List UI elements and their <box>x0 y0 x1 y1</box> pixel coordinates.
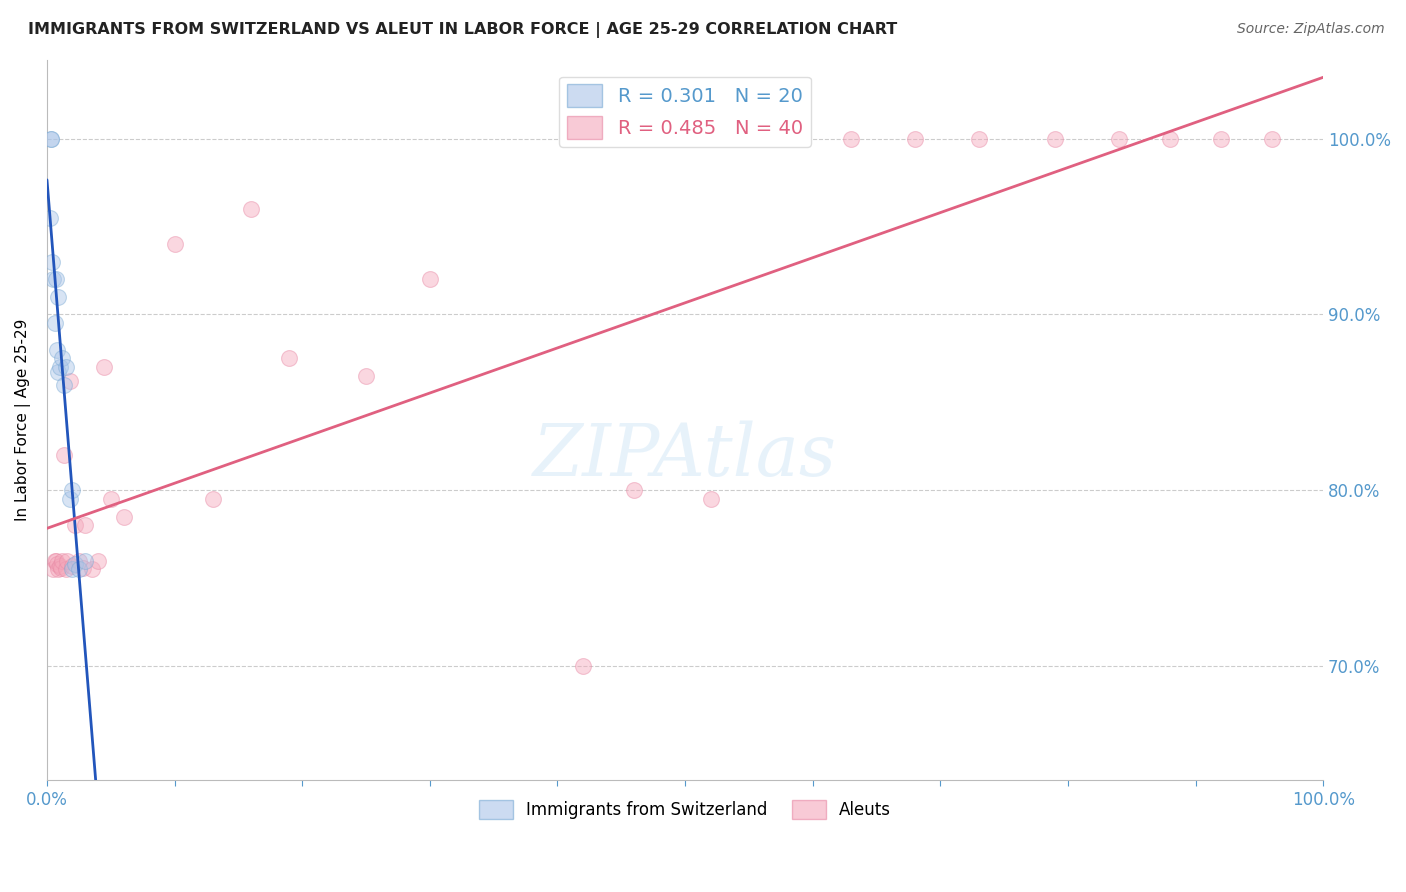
Point <box>55 360 77 375</box>
Point <box>46 557 69 571</box>
Point <box>48 290 70 304</box>
Point <box>904 131 927 145</box>
Point <box>48 366 70 380</box>
Point <box>75 518 97 533</box>
Point <box>112 509 135 524</box>
Y-axis label: In Labor Force | Age 25-29: In Labor Force | Age 25-29 <box>15 318 31 521</box>
Point <box>80 562 103 576</box>
Point <box>51 351 73 366</box>
Point <box>39 131 62 145</box>
Point <box>967 131 990 145</box>
Point <box>62 483 84 498</box>
Point <box>72 560 94 574</box>
Point <box>839 131 862 145</box>
Point <box>1108 131 1130 145</box>
Point <box>63 518 86 533</box>
Point <box>201 491 224 506</box>
Point <box>699 491 721 506</box>
Point <box>39 131 62 145</box>
Point <box>623 483 645 498</box>
Point <box>48 558 70 573</box>
Point <box>45 553 67 567</box>
Point <box>354 369 377 384</box>
Point <box>62 562 84 576</box>
Point <box>48 360 70 375</box>
Point <box>67 553 90 567</box>
Point <box>45 272 67 286</box>
Point <box>240 202 263 216</box>
Text: Source: ZipAtlas.com: Source: ZipAtlas.com <box>1237 22 1385 37</box>
Point <box>55 562 77 576</box>
Point <box>1159 131 1181 145</box>
Point <box>48 562 70 576</box>
Point <box>1261 131 1284 145</box>
Point <box>776 131 799 145</box>
Point <box>93 360 115 375</box>
Point <box>52 448 75 462</box>
Point <box>100 491 122 506</box>
Point <box>419 272 441 286</box>
Point <box>41 254 63 268</box>
Point <box>44 553 66 567</box>
Point <box>38 211 60 225</box>
Point <box>42 272 65 286</box>
Point <box>62 558 84 573</box>
Point <box>46 343 69 357</box>
Point <box>51 553 73 567</box>
Text: ZIPAtlas: ZIPAtlas <box>533 421 837 491</box>
Point <box>67 562 90 576</box>
Point <box>42 562 65 576</box>
Point <box>59 491 82 506</box>
Point <box>63 557 86 571</box>
Text: IMMIGRANTS FROM SWITZERLAND VS ALEUT IN LABOR FORCE | AGE 25-29 CORRELATION CHAR: IMMIGRANTS FROM SWITZERLAND VS ALEUT IN … <box>28 22 897 38</box>
Point <box>572 659 595 673</box>
Point <box>49 560 72 574</box>
Point <box>52 377 75 392</box>
Point <box>44 316 66 330</box>
Point <box>56 553 79 567</box>
Point <box>1043 131 1066 145</box>
Point <box>75 553 97 567</box>
Point <box>278 351 301 366</box>
Point <box>87 553 110 567</box>
Point <box>59 374 82 388</box>
Legend: Immigrants from Switzerland, Aleuts: Immigrants from Switzerland, Aleuts <box>472 794 897 826</box>
Point <box>163 237 186 252</box>
Point <box>1209 131 1232 145</box>
